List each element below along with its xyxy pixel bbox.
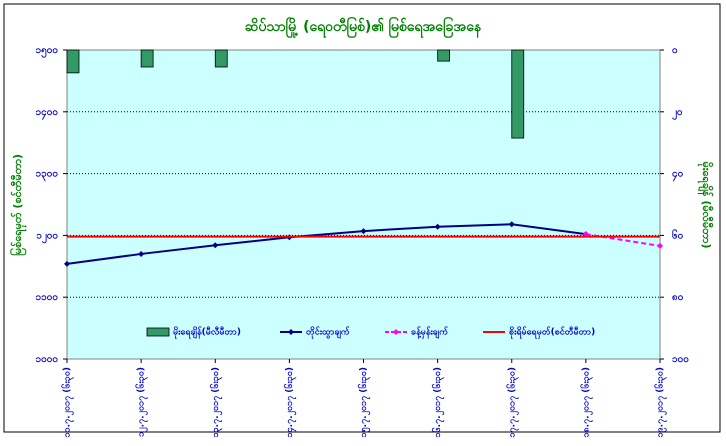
legend-label: စိုးရိမ်ရေမှတ်(စင်တီမီတာ)	[509, 327, 595, 340]
y-tick-label: ၁၁၀၀	[36, 292, 59, 303]
x-tick-label: ၁၈.၇.၂၀၁၇ (၆း၃၀)	[580, 367, 593, 438]
y2-tick-label: ၀	[672, 45, 678, 56]
legend-marker	[288, 329, 294, 335]
legend-marker	[393, 329, 399, 335]
y-axis-title: မြစ်ရေမှတ် (စင်တီမီတာ)	[9, 154, 27, 256]
point-marker	[64, 260, 70, 267]
point-marker	[508, 221, 515, 228]
x-tick-label: ၁၆.၇.၂၀၁၇ (၆း၃၀)	[432, 367, 445, 437]
y-tick-label: ၁၀၀၀	[36, 354, 59, 365]
x-tick-label: ၁၄.၇.၂၀၁၇ (၆း၃၀)	[284, 367, 297, 437]
point-marker	[657, 242, 663, 249]
bar	[66, 49, 80, 74]
chart-title: ဆိပ်သာမြို့ (ရေ၀တီမြစ်)၏ မြစ်ရေအခြေအနေ	[245, 17, 482, 38]
y-tick-label: ၁၂၀၀	[36, 230, 58, 244]
legend-label: မိုးရေချိန်(မီလီမီတာ)	[173, 327, 241, 340]
point-marker	[360, 228, 367, 235]
legend-label: တိုင်းထွာချက်	[306, 327, 350, 340]
x-tick-label: ၁၃.၇.၂၀၁၇ (၆း၃၀)	[210, 367, 223, 437]
bar	[511, 49, 525, 139]
y2-axis-title: မိုးရေချိန် (မီလီမီတာ)	[697, 162, 714, 249]
y2-tick-label: ၄၀	[672, 169, 683, 183]
y2-tick-label: ၈၀	[672, 292, 683, 303]
legend-swatch	[146, 327, 170, 337]
legend-label: ခန့်မှန်းချက်	[411, 327, 449, 340]
x-tick-label: ၁၇.၇.၂၀၁၇ (၆း၃၀)	[506, 367, 519, 437]
x-tick-label: ၁၁.၇.၂၀၁၇ (၆း၃၀)	[62, 367, 75, 437]
y2-tick-label: ၁၀၀	[672, 354, 689, 365]
bar	[437, 49, 451, 62]
point-marker	[138, 250, 145, 257]
point-marker	[212, 242, 219, 249]
y-tick-label: ၁၅၀၀	[36, 45, 59, 59]
plot-area	[66, 49, 661, 360]
x-tick-label: ၁၉.၇.၂၀၁၇ (၆း၃၀)	[655, 367, 668, 437]
x-tick-label: ၁၅.၇.၂၀၁၇ (၆း၃၀)	[358, 367, 371, 437]
y-tick-label: ၁၃၀၀	[36, 169, 59, 183]
y2-tick-label: ၂၀	[672, 107, 683, 121]
point-marker	[434, 223, 441, 230]
x-tick-label: ၁၂.၇.၂၀၁၇ (၆း၃၀)	[136, 367, 149, 437]
line-series	[66, 223, 587, 265]
bar	[214, 49, 228, 68]
bar	[140, 49, 154, 68]
y-tick-label: ၁၄၀၀	[36, 107, 59, 121]
y2-tick-label: ၆၀	[672, 228, 683, 241]
